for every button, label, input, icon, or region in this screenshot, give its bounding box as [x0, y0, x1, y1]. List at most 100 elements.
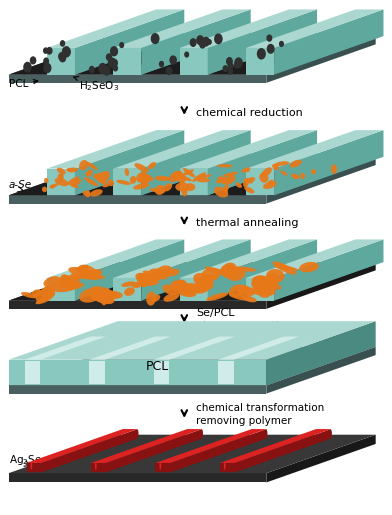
Ellipse shape [85, 190, 91, 197]
Ellipse shape [78, 265, 99, 280]
Polygon shape [218, 337, 299, 359]
Polygon shape [9, 301, 266, 309]
Ellipse shape [267, 273, 278, 278]
Ellipse shape [256, 281, 272, 294]
Ellipse shape [224, 185, 228, 193]
Text: a-Se: a-Se [9, 180, 32, 190]
Ellipse shape [125, 168, 129, 176]
Polygon shape [75, 130, 184, 195]
Polygon shape [9, 473, 266, 483]
Ellipse shape [252, 280, 272, 295]
Ellipse shape [136, 172, 147, 183]
Ellipse shape [41, 286, 55, 298]
Ellipse shape [281, 170, 287, 176]
Circle shape [107, 54, 111, 60]
Ellipse shape [311, 169, 316, 174]
Ellipse shape [146, 271, 170, 283]
Polygon shape [274, 9, 383, 75]
Ellipse shape [247, 179, 253, 183]
Ellipse shape [196, 284, 211, 294]
Polygon shape [266, 262, 376, 309]
Ellipse shape [274, 161, 289, 166]
Circle shape [111, 47, 118, 56]
Ellipse shape [171, 280, 187, 290]
Ellipse shape [300, 173, 305, 179]
Ellipse shape [95, 462, 97, 470]
Polygon shape [141, 262, 289, 301]
Ellipse shape [51, 280, 78, 292]
Polygon shape [47, 9, 184, 48]
Ellipse shape [160, 462, 161, 470]
Circle shape [228, 68, 232, 74]
Ellipse shape [263, 283, 276, 296]
Ellipse shape [258, 280, 269, 292]
Ellipse shape [236, 182, 242, 188]
Circle shape [223, 66, 227, 72]
Circle shape [235, 58, 242, 67]
Polygon shape [75, 239, 184, 301]
Ellipse shape [90, 289, 110, 296]
Circle shape [191, 39, 196, 46]
Ellipse shape [205, 267, 230, 276]
Polygon shape [141, 36, 289, 75]
Polygon shape [9, 195, 266, 203]
Ellipse shape [99, 290, 123, 299]
Ellipse shape [175, 182, 189, 191]
Circle shape [47, 47, 52, 54]
Text: Se/PCL
phase separation: Se/PCL phase separation [196, 308, 292, 331]
Polygon shape [208, 262, 356, 301]
Circle shape [112, 59, 117, 66]
Ellipse shape [91, 286, 117, 300]
Polygon shape [208, 239, 317, 301]
Polygon shape [42, 429, 138, 472]
Ellipse shape [67, 273, 90, 282]
Ellipse shape [107, 179, 114, 186]
Ellipse shape [143, 270, 167, 279]
Polygon shape [246, 239, 383, 278]
Ellipse shape [70, 273, 79, 281]
Ellipse shape [124, 287, 135, 296]
Ellipse shape [142, 170, 147, 175]
Ellipse shape [90, 190, 103, 197]
Polygon shape [266, 36, 376, 83]
Polygon shape [208, 9, 317, 75]
Ellipse shape [137, 176, 154, 183]
Ellipse shape [155, 176, 171, 181]
Ellipse shape [83, 191, 90, 196]
Polygon shape [246, 9, 383, 48]
Polygon shape [47, 278, 75, 301]
Polygon shape [180, 48, 208, 75]
Ellipse shape [201, 268, 220, 281]
Polygon shape [266, 435, 376, 483]
Circle shape [62, 47, 70, 57]
Ellipse shape [291, 174, 300, 179]
Ellipse shape [290, 160, 302, 167]
Circle shape [151, 33, 159, 43]
Polygon shape [89, 361, 105, 384]
Ellipse shape [177, 283, 200, 295]
Circle shape [160, 61, 163, 66]
Polygon shape [27, 438, 138, 472]
Ellipse shape [223, 172, 238, 177]
Ellipse shape [169, 170, 183, 182]
Ellipse shape [224, 462, 226, 470]
Circle shape [234, 62, 238, 68]
Ellipse shape [44, 178, 49, 183]
Polygon shape [113, 130, 251, 168]
Ellipse shape [268, 180, 274, 184]
Ellipse shape [241, 167, 250, 173]
Ellipse shape [252, 276, 274, 287]
Ellipse shape [217, 164, 233, 167]
Circle shape [200, 41, 205, 48]
Polygon shape [156, 463, 170, 472]
Ellipse shape [42, 186, 47, 192]
Polygon shape [180, 278, 208, 301]
Ellipse shape [54, 178, 69, 186]
Ellipse shape [198, 284, 213, 289]
Ellipse shape [263, 181, 277, 189]
Ellipse shape [173, 172, 186, 182]
Text: thermal annealing: thermal annealing [196, 218, 298, 228]
Polygon shape [180, 239, 317, 278]
Ellipse shape [59, 275, 81, 288]
Ellipse shape [89, 290, 114, 304]
